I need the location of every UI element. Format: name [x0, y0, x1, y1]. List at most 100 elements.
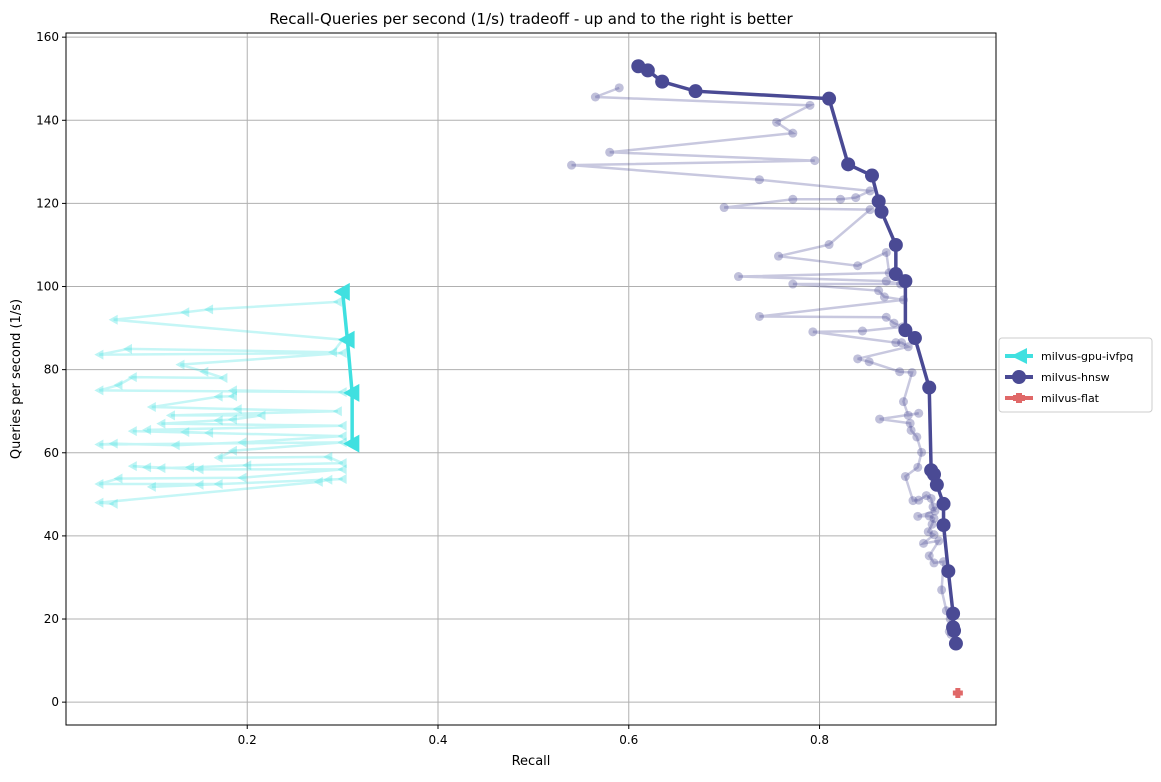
- series-hnsw-point: [865, 205, 875, 215]
- legend-label-ivfpq: milvus-gpu-ivfpq: [1041, 350, 1133, 363]
- series-ivfpq-point: [194, 464, 204, 475]
- series-ivfpq-point: [146, 402, 156, 413]
- series-ivfpq-point: [127, 372, 137, 383]
- series-hnsw-point: [754, 175, 764, 185]
- series-hnsw-point: [903, 410, 913, 420]
- x-tick-label: 0.4: [428, 733, 447, 747]
- series-ivfpq-point: [213, 452, 223, 463]
- series-ivfpq-point: [337, 348, 347, 359]
- series-hnsw-point: [914, 495, 924, 505]
- series-hnsw-trace-line: [571, 86, 953, 636]
- series-ivfpq-point: [213, 415, 223, 426]
- series-hnsw-point: [923, 527, 933, 537]
- y-tick-label: 40: [44, 529, 59, 543]
- series-hnsw-point: [754, 311, 764, 321]
- series-hnsw-point: [913, 511, 923, 521]
- series-ivfpq-point: [237, 437, 247, 448]
- series-ivfpq-point: [227, 445, 237, 456]
- legend-entry-milvus-hnsw: milvus-hnsw: [1005, 370, 1110, 384]
- series-flat-point: [952, 687, 963, 698]
- x-axis-title: Recall: [512, 754, 551, 769]
- series-ivfpq-point: [242, 460, 252, 471]
- legend-label-hnsw: milvus-hnsw: [1041, 371, 1110, 384]
- series-ivfpq-frontier-point: [343, 383, 360, 402]
- series-ivfpq-point: [156, 463, 166, 474]
- series-hnsw-point: [805, 100, 815, 110]
- y-axis-title: Queries per second (1/s): [9, 299, 24, 459]
- series-ivfpq-point: [146, 481, 156, 492]
- series-ivfpq-point: [337, 437, 347, 448]
- series-ivfpq-point: [175, 359, 185, 370]
- series-hnsw-point: [881, 312, 891, 322]
- legend-label-flat: milvus-flat: [1041, 392, 1100, 405]
- series-ivfpq-point: [199, 366, 209, 377]
- series-hnsw-frontier-point: [922, 380, 937, 395]
- series-ivfpq-point: [123, 343, 132, 354]
- series-hnsw-point: [930, 506, 940, 516]
- series-hnsw-point: [926, 493, 936, 503]
- series-hnsw-frontier-point: [947, 623, 962, 638]
- series-hnsw-point: [921, 491, 931, 501]
- series-milvus-flat: [952, 687, 963, 698]
- y-tick-label: 60: [44, 446, 59, 460]
- series-ivfpq-point: [142, 462, 152, 473]
- series-ivfpq-point: [227, 391, 237, 402]
- series-hnsw-frontier-point: [822, 91, 837, 106]
- series-hnsw-frontier-point: [948, 636, 963, 651]
- series-hnsw-point: [851, 193, 861, 203]
- plot-frame: [65, 32, 997, 726]
- series-ivfpq-point: [94, 497, 104, 508]
- series-ivfpq-point: [227, 385, 237, 396]
- series-ivfpq-point: [113, 473, 123, 484]
- series-hnsw-frontier-point: [898, 323, 913, 338]
- series-ivfpq-point: [204, 304, 214, 315]
- series-hnsw-point: [907, 368, 917, 378]
- series-milvus-hnsw: [567, 59, 963, 651]
- series-ivfpq-point: [194, 479, 204, 490]
- series-hnsw-point: [853, 354, 863, 364]
- y-tick-label: 120: [36, 196, 59, 210]
- series-hnsw-point: [898, 397, 908, 407]
- series-hnsw-point: [865, 186, 875, 196]
- series-ivfpq-point: [127, 426, 137, 437]
- series-hnsw-frontier-point: [946, 606, 961, 621]
- series-hnsw-point: [913, 462, 923, 472]
- series-hnsw-point: [824, 240, 834, 250]
- series-hnsw-point: [864, 357, 874, 367]
- series-ivfpq-point: [337, 420, 347, 431]
- series-hnsw-point: [905, 418, 915, 428]
- series-hnsw-point: [733, 272, 743, 282]
- series-hnsw-point: [874, 286, 884, 296]
- series-ivfpq-point: [256, 410, 266, 421]
- series-hnsw-point: [857, 326, 867, 336]
- series-hnsw-point: [879, 292, 889, 302]
- series-hnsw-point: [929, 513, 939, 523]
- series-hnsw-point: [900, 471, 910, 481]
- series-ivfpq-point: [170, 440, 180, 451]
- series-ivfpq-point: [232, 404, 242, 415]
- series-hnsw-point: [912, 432, 922, 442]
- series-hnsw-point: [836, 194, 846, 204]
- series-hnsw-point: [719, 203, 729, 213]
- x-tick-label: 0.2: [238, 733, 257, 747]
- series-ivfpq-point: [227, 414, 237, 425]
- series-ivfpq-point: [323, 451, 333, 462]
- series-hnsw-point: [917, 447, 927, 457]
- series-hnsw-point: [929, 530, 939, 540]
- legend-entry-milvus-gpu-ivfpq: milvus-gpu-ivfpq: [1005, 348, 1133, 364]
- series-ivfpq-point: [313, 476, 323, 487]
- series-hnsw-point: [924, 511, 934, 521]
- legend-marker-ivfpq: [1011, 348, 1027, 364]
- series-hnsw-point: [895, 367, 905, 377]
- series-ivfpq-point: [337, 458, 347, 469]
- series-ivfpq-point: [185, 462, 194, 473]
- series-ivfpq-point: [94, 385, 104, 396]
- series-hnsw-frontier-point: [688, 84, 703, 99]
- series-ivfpq-point: [213, 391, 223, 402]
- series-hnsw-frontier-point: [936, 518, 951, 533]
- series-hnsw-point: [881, 247, 891, 257]
- series-ivfpq-point: [94, 349, 104, 360]
- series-hnsw-point: [897, 338, 907, 348]
- series-hnsw-frontier-point: [874, 204, 889, 219]
